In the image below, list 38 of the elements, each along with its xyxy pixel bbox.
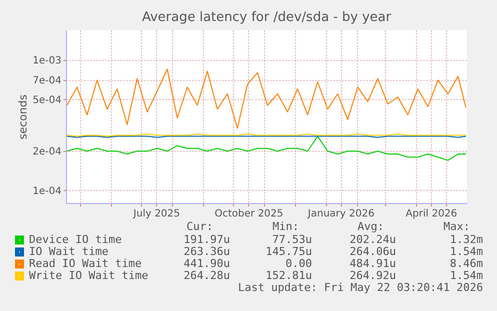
y-axis-title: seconds bbox=[16, 94, 30, 140]
chart-title: Average latency for /dev/sda - by year bbox=[142, 10, 392, 25]
text: Min: bbox=[272, 220, 299, 233]
y-tick-label: 7e-04 bbox=[32, 76, 62, 87]
text: Last update: Fri May 22 03:20:41 2026 bbox=[238, 281, 483, 294]
text: 202.24u bbox=[350, 233, 396, 246]
x-tick-label: July 2025 bbox=[132, 208, 180, 220]
text: 264.06u bbox=[350, 245, 396, 258]
y-tick-label: 5e-04 bbox=[32, 94, 62, 106]
line-series bbox=[66, 68, 466, 129]
x-tick-label: October 2025 bbox=[214, 208, 284, 220]
text: 145.75u bbox=[266, 245, 312, 258]
legend-label: Read IO Wait time bbox=[29, 257, 142, 270]
text: 152.81u bbox=[266, 269, 312, 282]
text: 0.00 bbox=[286, 257, 312, 270]
y-tick-label: 1e-04 bbox=[32, 186, 62, 197]
text: 8.46m bbox=[450, 257, 484, 270]
text: 484.91u bbox=[350, 257, 396, 270]
y-tick-label: 2e-04 bbox=[32, 146, 62, 158]
line-series bbox=[66, 136, 466, 161]
legend-label: IO Wait time bbox=[29, 245, 108, 258]
text: Cur: bbox=[186, 220, 213, 233]
legend-label: Write IO Wait time bbox=[29, 269, 148, 282]
text: 1.54m bbox=[450, 269, 484, 282]
x-tick-label: January 2026 bbox=[306, 208, 374, 220]
text: 264.28u bbox=[184, 269, 230, 282]
text: Max: bbox=[444, 220, 470, 233]
x-tick-label: April 2026 bbox=[406, 208, 458, 220]
text: 441.90u bbox=[184, 257, 230, 270]
text: 264.92u bbox=[350, 269, 396, 282]
text: 263.36u bbox=[184, 245, 230, 258]
text: 77.53u bbox=[272, 233, 312, 246]
text: 1.32m bbox=[450, 233, 484, 246]
legend-label: Device IO time bbox=[29, 233, 122, 246]
y-tick-label: 1e-03 bbox=[32, 56, 62, 67]
text: 1.54m bbox=[450, 245, 484, 258]
text: Avg: bbox=[358, 220, 384, 233]
text: 191.97u bbox=[184, 233, 230, 246]
